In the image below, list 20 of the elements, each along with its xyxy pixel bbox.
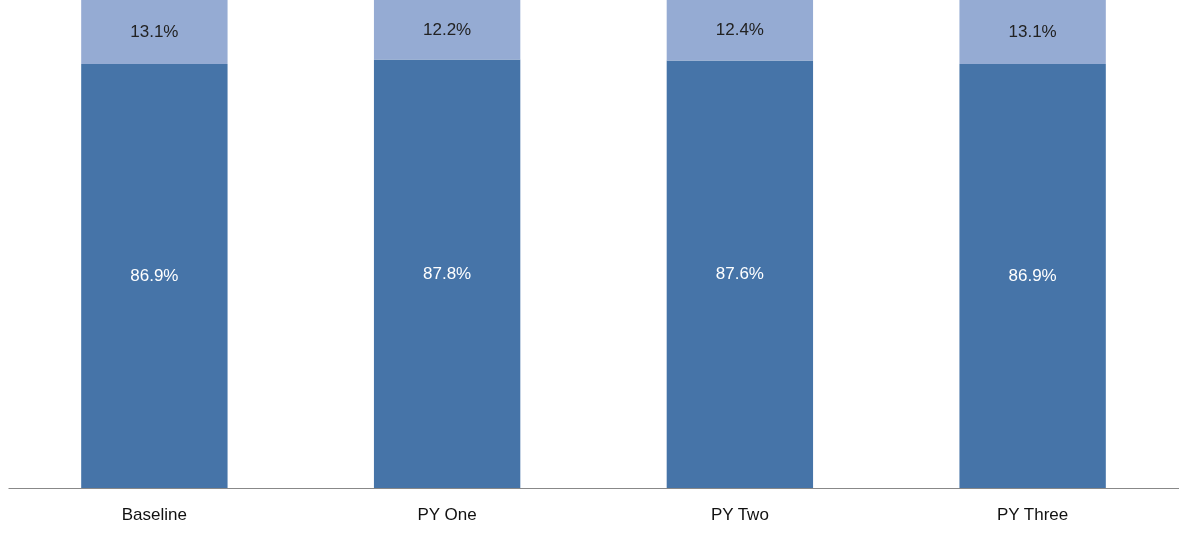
- bar: [666, 0, 814, 61]
- data-label: 86.9%: [130, 265, 179, 285]
- bar: [373, 0, 521, 60]
- bar: [666, 60, 814, 488]
- x-tick-label: Baseline: [121, 504, 187, 524]
- data-label: 86.9%: [1008, 265, 1057, 285]
- x-tick-label: PY Two: [710, 504, 769, 524]
- x-tick-label: PY Three: [997, 504, 1069, 524]
- data-label: 87.8%: [423, 263, 472, 283]
- bar: [373, 59, 521, 488]
- bar: [81, 0, 228, 64]
- data-label: 12.4%: [715, 20, 764, 40]
- x-tick-label: PY One: [417, 504, 477, 524]
- bar: [959, 0, 1106, 64]
- data-label: 12.2%: [423, 19, 472, 39]
- data-label: 13.1%: [130, 21, 179, 41]
- bar: [959, 63, 1106, 488]
- data-label: 87.6%: [715, 264, 764, 284]
- data-label: 13.1%: [1008, 21, 1057, 41]
- bar: [81, 63, 228, 488]
